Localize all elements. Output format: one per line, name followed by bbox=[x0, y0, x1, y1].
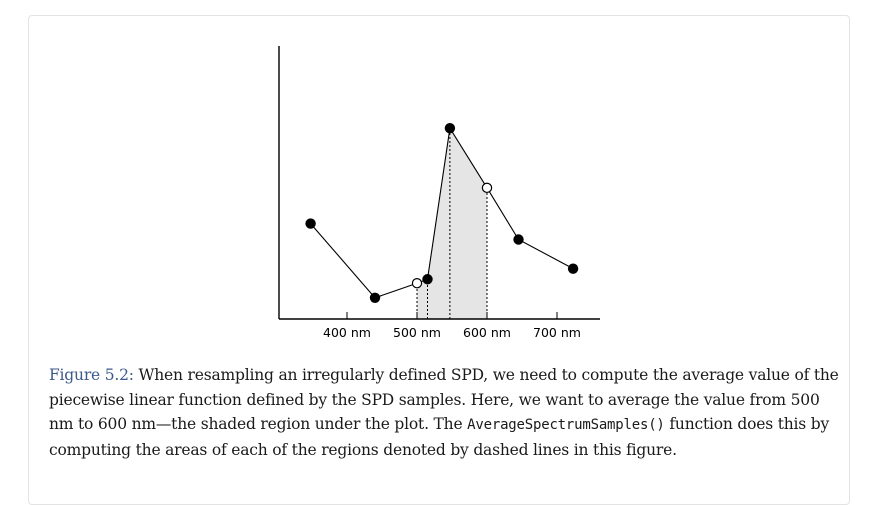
caption-code: AverageSpectrumSamples() bbox=[467, 417, 665, 433]
sample-point-6 bbox=[513, 234, 524, 245]
x-tick-label-600: 600 nm bbox=[463, 325, 511, 340]
sample-point-4 bbox=[444, 123, 456, 134]
shaded-region-layer bbox=[417, 128, 487, 319]
spd-resampling-plot: 400 nm 500 nm 600 nm 700 nm bbox=[278, 46, 600, 340]
shaded-region bbox=[417, 128, 487, 319]
x-tick-label-700: 700 nm bbox=[533, 325, 581, 340]
x-tick-label-400: 400 nm bbox=[323, 325, 371, 340]
sample-point-1 bbox=[369, 292, 381, 303]
spd-curve bbox=[310, 126, 574, 299]
x-tick-label-500: 500 nm bbox=[393, 325, 441, 340]
figure-label[interactable]: Figure 5.2: bbox=[49, 366, 134, 384]
axes-layer bbox=[278, 46, 600, 320]
points-layer bbox=[305, 123, 579, 303]
open-sample-point-5 bbox=[481, 182, 493, 194]
caption-text-2: function does this by computing the area… bbox=[49, 415, 830, 459]
x-ticks-layer: 400 nm 500 nm 600 nm 700 nm bbox=[323, 312, 581, 340]
caption-text-1: When resampling an irregularly defined S… bbox=[49, 366, 839, 433]
figure-caption: Figure 5.2: When resampling an irregular… bbox=[49, 363, 839, 462]
sample-point-3 bbox=[422, 274, 433, 285]
sample-point-0 bbox=[305, 218, 316, 229]
open-sample-point-2 bbox=[411, 278, 423, 289]
sample-point-7 bbox=[567, 263, 579, 274]
curve-layer bbox=[310, 126, 574, 299]
